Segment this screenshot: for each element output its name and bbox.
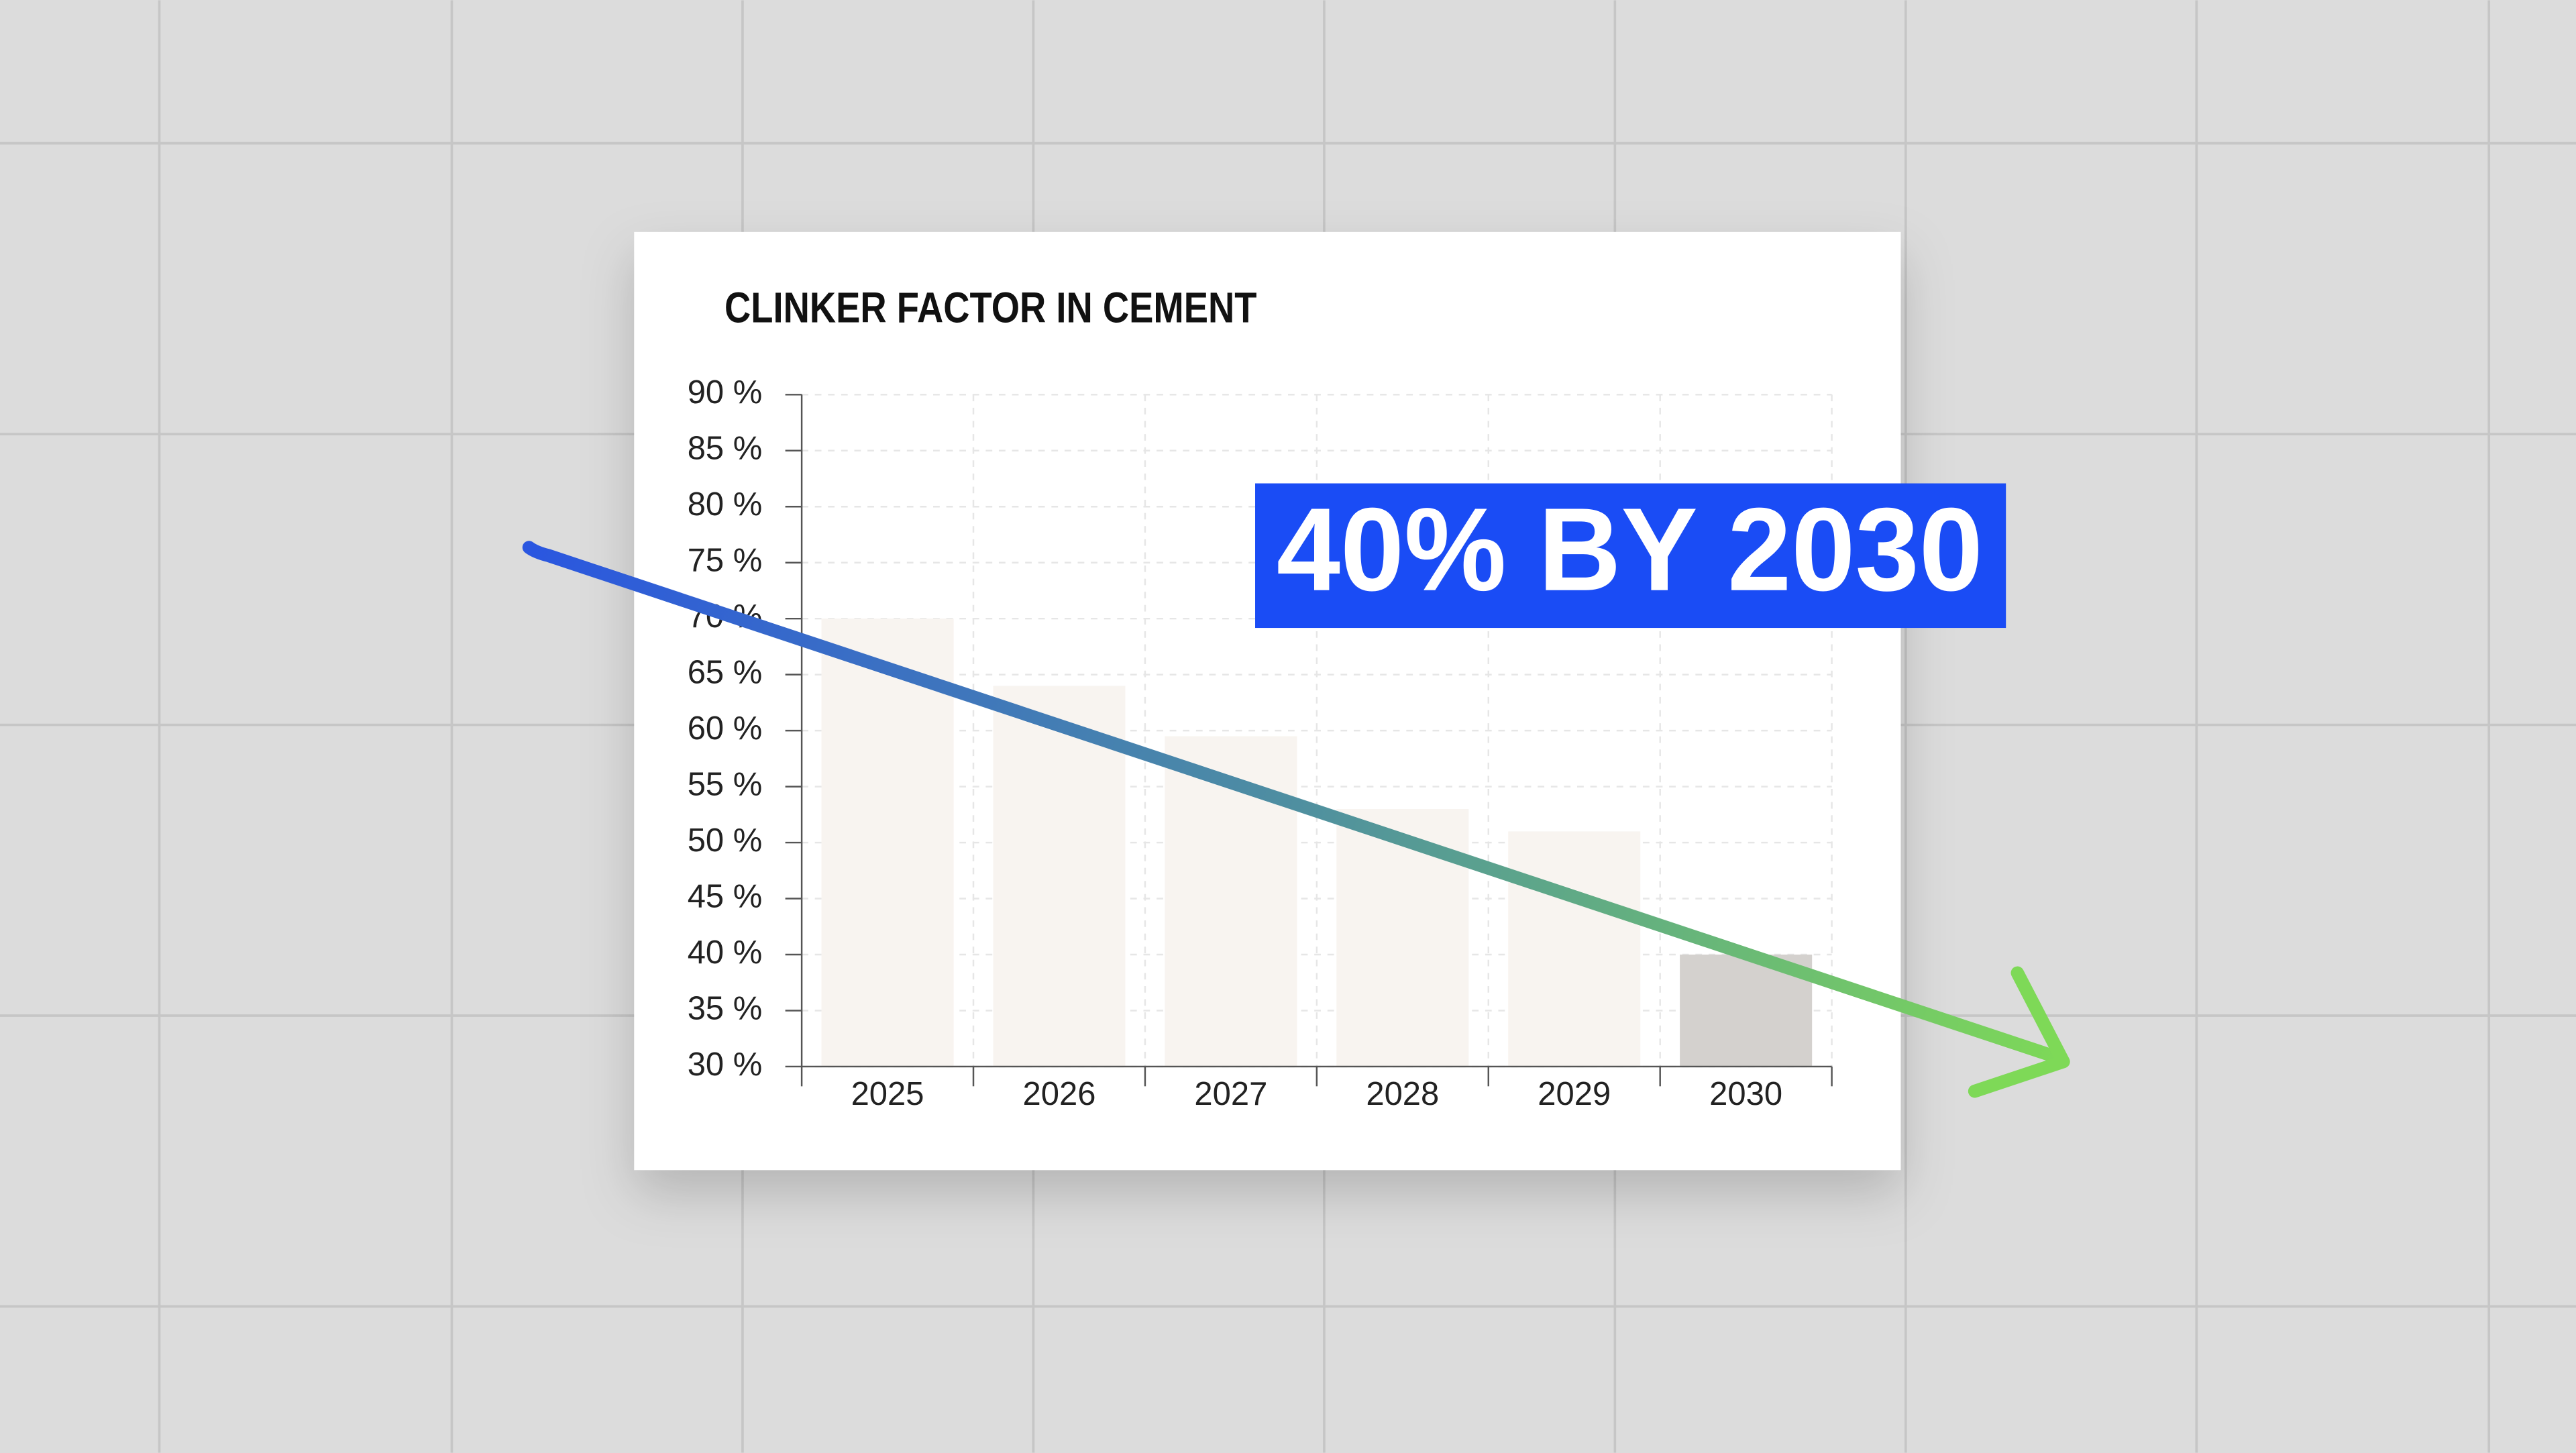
y-tick-label: 75 %: [688, 543, 763, 579]
bar: [1336, 808, 1469, 1067]
bar: [993, 686, 1126, 1067]
overlay: 40% BY 2030: [522, 483, 2070, 1098]
x-tick-label: 2028: [1366, 1076, 1439, 1112]
plot-area: 30 %35 %40 %45 %50 %55 %60 %65 %70 %75 %…: [688, 374, 1833, 1112]
y-tick-label: 60 %: [688, 710, 763, 747]
y-tick-label: 90 %: [688, 374, 763, 411]
x-tick-label: 2025: [851, 1076, 924, 1112]
y-tick-label: 55 %: [688, 767, 763, 803]
y-tick-label: 40 %: [688, 934, 763, 971]
chart-title: CLINKER FACTOR IN CEMENT: [724, 284, 1257, 332]
bar: [1508, 831, 1641, 1067]
annotation: 40% BY 2030: [1277, 484, 1983, 616]
y-tick-label: 85 %: [688, 431, 763, 467]
y-tick-label: 65 %: [688, 655, 763, 691]
x-tick-label: 2027: [1194, 1076, 1267, 1112]
x-tick-label: 2026: [1023, 1076, 1096, 1112]
y-tick-label: 30 %: [688, 1046, 763, 1083]
x-tick-label: 2030: [1709, 1076, 1782, 1112]
y-tick-label: 45 %: [688, 878, 763, 914]
annotation-box: [1255, 483, 2006, 629]
arrow-head: [1968, 966, 2070, 1098]
bar: [821, 618, 954, 1067]
y-tick-label: 80 %: [688, 486, 763, 523]
x-tick-label: 2029: [1538, 1076, 1611, 1112]
y-tick-label: 50 %: [688, 822, 763, 859]
trend-arrow: [522, 541, 2057, 1062]
y-tick-label: 35 %: [688, 990, 763, 1026]
